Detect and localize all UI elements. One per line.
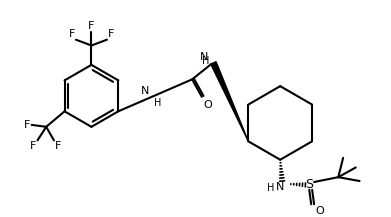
- Text: F: F: [108, 29, 114, 39]
- Text: H: H: [154, 98, 162, 108]
- Text: F: F: [24, 120, 31, 130]
- Text: H: H: [267, 183, 274, 193]
- Polygon shape: [211, 62, 248, 141]
- Text: F: F: [55, 141, 61, 151]
- Text: N: N: [141, 86, 149, 96]
- Text: O: O: [204, 100, 212, 110]
- Text: N: N: [199, 52, 208, 62]
- Text: F: F: [68, 29, 75, 39]
- Text: O: O: [315, 206, 324, 216]
- Text: N: N: [276, 182, 284, 192]
- Text: S: S: [305, 178, 313, 191]
- Text: H: H: [202, 56, 209, 66]
- Text: F: F: [30, 141, 36, 151]
- Text: F: F: [88, 21, 95, 31]
